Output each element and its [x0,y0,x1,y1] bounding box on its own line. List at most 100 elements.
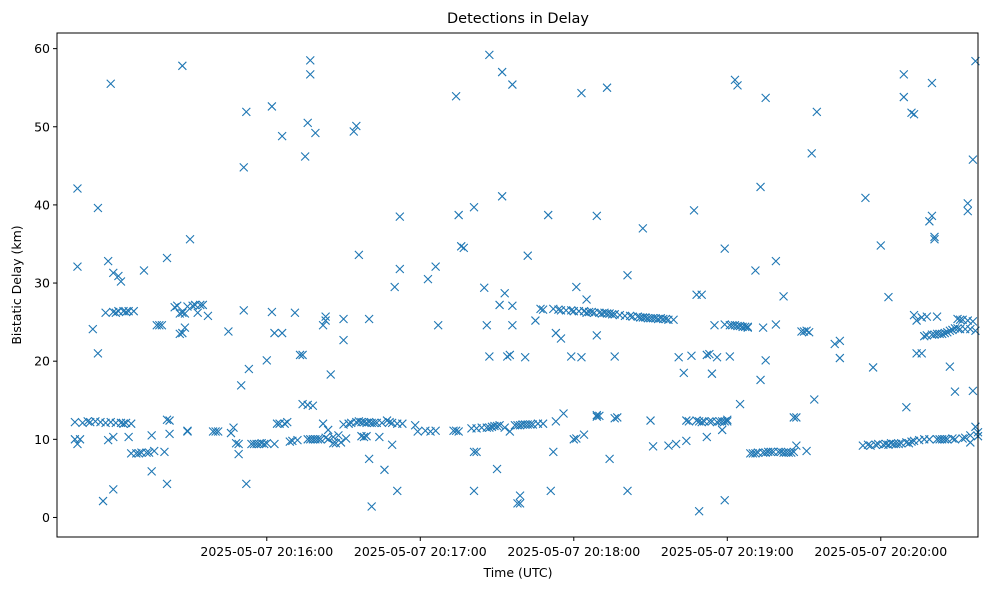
data-point [950,434,960,444]
data-point [290,308,300,318]
data-point [277,328,287,338]
data-point [293,435,302,445]
data-point [807,148,817,158]
data-point [525,420,535,429]
data-point [149,446,159,456]
data-point [692,416,701,425]
data-point [958,434,968,443]
data-point [791,441,801,450]
data-point [712,352,722,362]
data-point [226,428,236,438]
data-point [259,439,269,449]
data-point [270,439,279,449]
data-point [669,315,678,325]
data-point [172,301,182,311]
data-point [369,418,379,428]
data-point [285,437,295,447]
data-point [108,432,118,442]
data-point [270,328,279,338]
data-point [108,268,118,278]
data-point [692,290,701,300]
data-point [945,362,955,372]
data-point [968,155,978,164]
data-point [771,256,781,266]
data-point [927,78,937,88]
data-point [909,310,919,320]
data-point [78,418,87,428]
data-point [925,434,934,444]
data-point [236,381,246,390]
data-point [791,413,801,422]
data-point [111,308,121,318]
data-point [607,309,617,319]
data-point [835,336,845,346]
data-point [349,127,359,136]
data-point [697,417,707,427]
data-point [884,292,893,302]
data-point [592,211,602,221]
data-point [507,320,517,330]
data-point [165,416,174,425]
data-point [387,440,397,450]
data-point [144,448,154,457]
data-point [323,425,333,435]
data-point [469,202,479,212]
data-point [211,427,221,436]
x-tick-label: 2025-05-07 20:19:00 [661,544,794,559]
data-point [390,282,400,292]
data-point [305,55,315,65]
data-point [689,205,699,215]
data-point [582,295,591,304]
data-point [720,495,730,505]
y-tick-label: 0 [42,510,50,525]
data-point [73,262,82,272]
data-point [385,417,394,427]
data-point [965,324,975,334]
data-point [610,413,620,423]
data-point [203,311,213,321]
data-point [277,131,287,141]
data-point [341,434,351,443]
data-point [497,67,507,77]
data-point [743,323,753,332]
data-point [308,401,318,411]
data-point [610,352,620,361]
data-point [413,427,423,436]
data-point [103,435,113,445]
data-point [963,206,973,216]
data-point [502,352,512,361]
data-point [472,447,481,457]
data-point [625,311,635,321]
data-point [507,80,517,89]
data-point [183,426,192,436]
data-point [912,316,921,325]
data-point [646,416,655,425]
data-point [733,80,742,90]
data-point [919,331,929,341]
data-point [267,102,277,111]
data-point [229,423,238,432]
data-point [300,152,310,161]
data-point [804,327,814,337]
data-point [392,486,402,496]
data-point [377,418,387,428]
data-point [354,250,364,260]
data-point [758,323,768,332]
data-point [605,454,614,464]
data-point [318,320,328,330]
data-point [198,300,208,310]
data-point [397,419,407,429]
data-point [917,348,927,358]
data-point [73,439,82,449]
data-point [577,352,586,362]
data-point [507,301,517,311]
data-point [395,212,405,222]
data-point [710,320,719,330]
data-point [730,75,740,85]
data-point [495,420,504,430]
data-point [83,416,93,426]
data-point [674,352,684,362]
data-point [802,326,811,336]
data-point [484,423,494,432]
y-tick-label: 10 [34,432,50,447]
